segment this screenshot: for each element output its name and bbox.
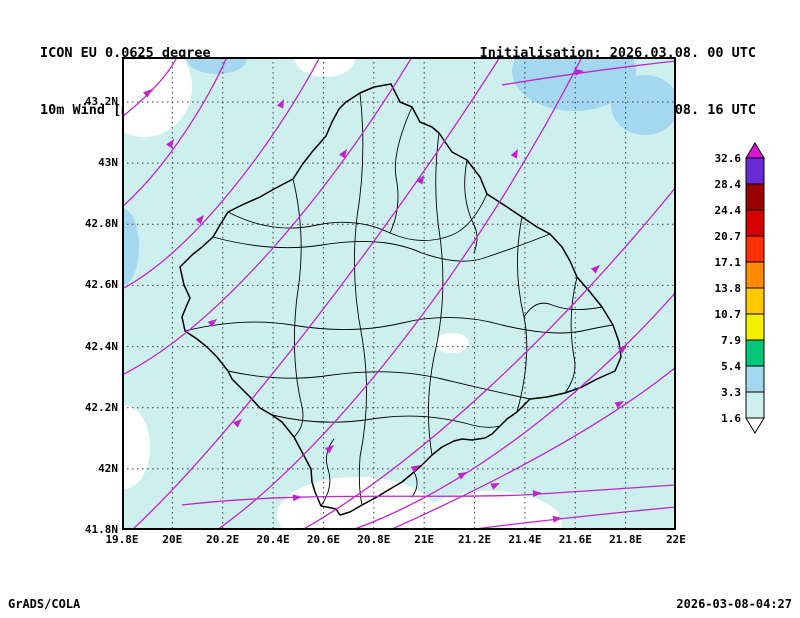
colorbar-band	[745, 313, 765, 341]
x-tick-label: 21.2E	[457, 533, 492, 546]
streamline-arrows	[142, 68, 627, 523]
arrowhead-icon	[195, 215, 204, 225]
arrowhead-icon	[532, 490, 542, 498]
streamline	[181, 484, 676, 506]
colorbar-label: 28.4	[715, 178, 742, 191]
streamline	[301, 186, 676, 530]
x-tick-label: 20.4E	[256, 533, 290, 546]
arrowhead-icon	[416, 175, 424, 185]
colorbar-band	[745, 339, 765, 367]
arrowhead-icon	[207, 319, 217, 328]
x-axis: 19.8E 20E 20.2E 20.4E 20.6E 20.8E 21E 21.2E 21.4…	[105, 533, 686, 549]
colorbar-band	[745, 365, 765, 393]
streamline	[389, 366, 676, 530]
colorbar-label: 20.7	[715, 230, 742, 243]
arrowhead-icon	[276, 99, 284, 109]
colorbar-band	[745, 157, 765, 185]
streamline	[216, 57, 583, 530]
arrowhead-icon	[232, 419, 242, 428]
arrowhead-icon	[457, 472, 467, 480]
wind-streamlines	[122, 57, 676, 530]
colorbar-band	[745, 261, 765, 289]
arrowhead-icon	[614, 401, 624, 409]
arrowhead-icon	[617, 345, 627, 354]
wind-shading-calm	[122, 57, 562, 530]
colorbar-label: 17.1	[715, 256, 742, 269]
x-tick-label: 20E	[162, 533, 183, 546]
y-tick-label: 42.6N	[84, 278, 118, 292]
colorbar-label: 5.4	[721, 360, 741, 373]
y-tick-label: 42N	[98, 461, 118, 475]
streamline	[501, 60, 676, 86]
y-tick-label: 42.2N	[84, 400, 118, 414]
municipality-boundaries	[184, 92, 614, 507]
x-tick-label: 20.2E	[206, 533, 240, 546]
arrowhead-icon	[292, 494, 302, 502]
x-tick-label: 20.8E	[357, 533, 391, 546]
colorbar-label: 1.6	[721, 412, 741, 425]
grid-lines	[122, 57, 676, 530]
arrowhead-icon	[590, 265, 600, 274]
streamline	[122, 57, 178, 118]
streamline	[131, 57, 501, 530]
arrowhead-icon	[574, 68, 584, 76]
x-tick-label: 21.8E	[609, 533, 643, 546]
country-boundary	[179, 83, 622, 516]
arrowhead-icon	[324, 445, 334, 454]
colorbar-label: 13.8	[715, 282, 742, 295]
y-tick-label: 42.8N	[84, 217, 118, 231]
y-tick-label: 43N	[98, 156, 118, 170]
arrowhead-icon	[510, 149, 518, 159]
streamline	[122, 57, 413, 376]
arrowhead-icon	[166, 139, 174, 149]
arrowhead-icon	[552, 515, 562, 523]
x-tick-label: 22E	[666, 533, 686, 546]
colorbar-band	[745, 209, 765, 237]
colorbar-band	[745, 391, 765, 419]
y-axis: 43.2N 43N 42.8N 42.6N 42.4N 42.2N 42N 41.8N	[64, 57, 118, 536]
colorbar-label: 32.6	[715, 152, 742, 165]
colorbar-label: 24.4	[715, 204, 742, 217]
x-tick-label: 19.8E	[105, 533, 139, 546]
arrowhead-icon	[339, 149, 347, 159]
streamline	[122, 57, 321, 290]
plot-frame	[122, 57, 676, 530]
colorbar-bottom-arrow	[745, 417, 765, 434]
arrowhead-icon	[142, 89, 152, 98]
creation-timestamp: 2026-03-08-04:27	[676, 597, 792, 611]
streamline	[351, 291, 676, 530]
colorbar-label: 3.3	[721, 386, 741, 399]
colorbar-label: 7.9	[721, 334, 741, 347]
colorbar-top-arrow	[745, 142, 765, 159]
y-tick-label: 43.2N	[84, 95, 118, 108]
colorbar-label: 10.7	[715, 308, 742, 321]
x-tick-label: 20.6E	[306, 533, 341, 546]
y-tick-label: 41.8N	[84, 523, 118, 536]
arrowhead-icon	[410, 465, 420, 473]
x-tick-label: 21.6E	[558, 533, 592, 546]
colorbar-band	[745, 183, 765, 211]
x-tick-label: 21E	[414, 533, 435, 546]
streamline	[122, 57, 228, 208]
colorbar-band	[745, 235, 765, 263]
y-tick-label: 42.4N	[84, 339, 118, 353]
wind-shading-base	[122, 57, 676, 530]
wind-shading-3-5	[122, 57, 676, 285]
x-tick-label: 21.4E	[508, 533, 542, 546]
colorbar-band	[745, 287, 765, 315]
streamline	[466, 506, 676, 530]
map-plot	[122, 57, 676, 530]
grads-credit: GrADS/COLA	[8, 597, 81, 611]
arrowhead-icon	[490, 483, 500, 490]
colorbar: 32.6 28.4 24.4 20.7 17.1 13.8 10.7 7.9 5.4 3.3 1.6	[715, 142, 765, 434]
